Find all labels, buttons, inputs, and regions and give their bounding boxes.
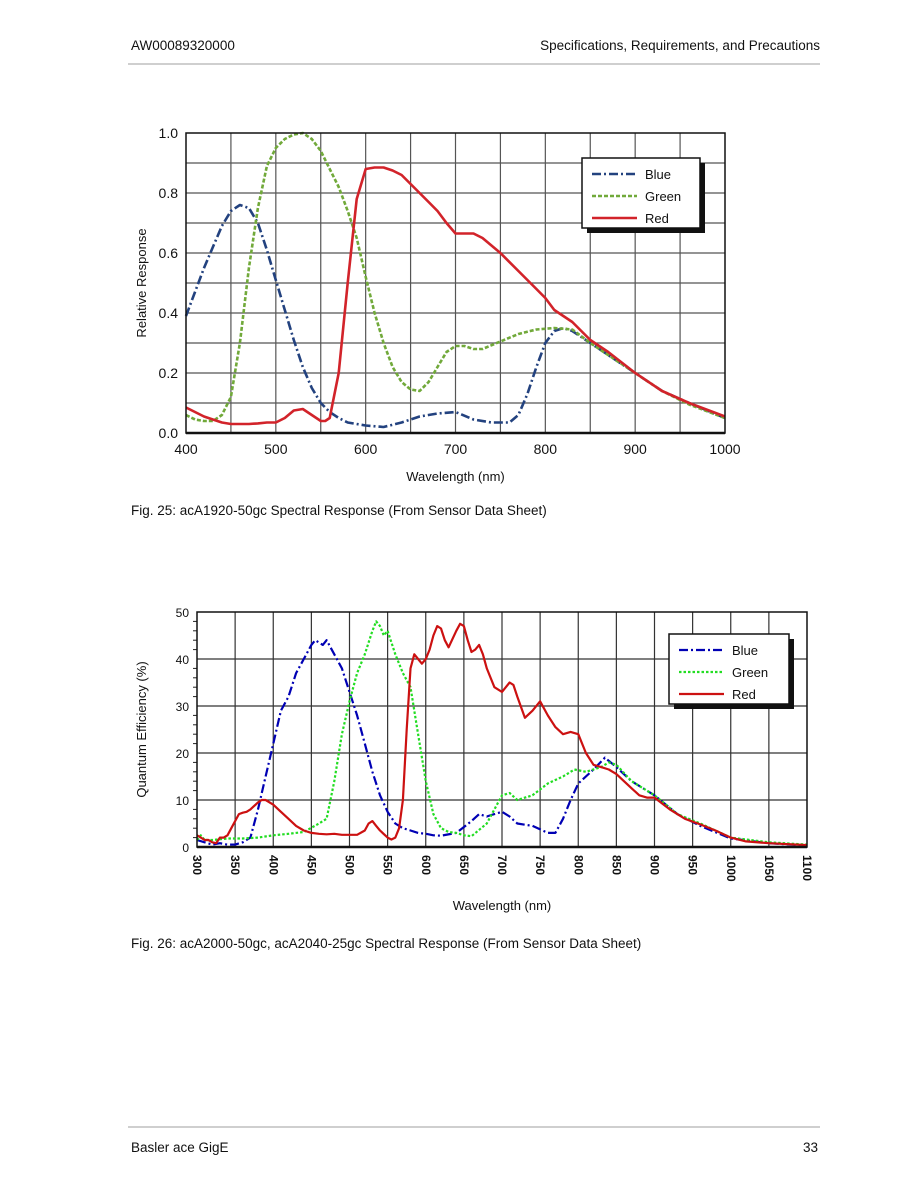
x-tick-label: 1050 bbox=[762, 855, 776, 882]
header-divider bbox=[128, 63, 820, 65]
x-tick-label: 1100 bbox=[800, 855, 814, 881]
series-line-green bbox=[185, 131, 726, 423]
y-tick-label: 1.0 bbox=[159, 125, 179, 141]
x-axis-title: Wavelength (nm) bbox=[453, 898, 552, 913]
legend-label-red: Red bbox=[732, 687, 756, 702]
legend: Blue Green Red bbox=[668, 633, 794, 709]
figure-26-caption: Fig. 26: acA2000-50gc, acA2040-25gc Spec… bbox=[131, 936, 642, 951]
x-tick-label: 700 bbox=[444, 441, 468, 457]
x-tick-label: 900 bbox=[648, 855, 662, 875]
x-tick-label: 850 bbox=[609, 855, 623, 875]
y-tick-label: 10 bbox=[176, 794, 190, 808]
x-tick-label: 300 bbox=[190, 855, 204, 875]
legend-label-green: Green bbox=[645, 189, 681, 204]
legend: Blue Green Red bbox=[581, 157, 705, 233]
section-title: Specifications, Requirements, and Precau… bbox=[540, 38, 820, 53]
chart-acA1920-spectral-response: 0.0 0.2 0.4 0.6 0.8 1.0 400 500 600 700 800 900 1000… bbox=[134, 125, 741, 484]
gridlines bbox=[197, 612, 807, 847]
x-tick-label: 950 bbox=[686, 855, 700, 875]
document-id: AW00089320000 bbox=[131, 38, 235, 53]
legend-box bbox=[581, 157, 701, 229]
page-number: 33 bbox=[802, 1140, 818, 1155]
y-axis-title: Relative Response bbox=[134, 228, 149, 337]
y-axis-title: Quantum Efficiency (%) bbox=[134, 661, 149, 797]
legend-label-blue: Blue bbox=[732, 643, 758, 658]
y-tick-label: 0 bbox=[182, 841, 189, 855]
x-tick-label: 350 bbox=[228, 855, 242, 875]
x-tick-label: 600 bbox=[419, 855, 433, 875]
y-tick-label: 0.0 bbox=[159, 425, 179, 441]
figure-25-caption: Fig. 25: acA1920-50gc Spectral Response … bbox=[131, 503, 547, 518]
x-tick-label: 550 bbox=[381, 855, 395, 875]
x-tick-label: 500 bbox=[264, 441, 288, 457]
x-tick-label: 450 bbox=[304, 855, 318, 875]
series-line-red bbox=[196, 622, 808, 847]
x-tick-label: 650 bbox=[457, 855, 471, 875]
y-tick-label: 0.2 bbox=[159, 365, 179, 381]
legend-label-green: Green bbox=[732, 665, 768, 680]
x-tick-label: 600 bbox=[354, 441, 378, 457]
x-tick-label: 1000 bbox=[709, 441, 740, 457]
legend-box bbox=[668, 633, 790, 705]
y-tick-label: 0.8 bbox=[159, 185, 179, 201]
x-tick-label: 400 bbox=[266, 855, 280, 875]
x-tick-label: 750 bbox=[533, 855, 547, 875]
y-tick-label: 30 bbox=[176, 700, 190, 714]
x-tick-label: 900 bbox=[623, 441, 647, 457]
y-tick-label: 40 bbox=[176, 653, 190, 667]
y-tick-label: 0.4 bbox=[159, 305, 179, 321]
y-tick-label: 50 bbox=[176, 606, 190, 620]
x-axis-title: Wavelength (nm) bbox=[406, 469, 505, 484]
legend-label-blue: Blue bbox=[645, 167, 671, 182]
series-line-blue bbox=[196, 639, 808, 847]
footer-divider bbox=[128, 1126, 820, 1128]
x-tick-label: 1000 bbox=[724, 855, 738, 882]
chart-acA2000-acA2040-spectral-response: 0 10 20 30 40 50 300 350 400 450 500 550 600 650 700 75… bbox=[134, 606, 814, 913]
x-tick-label: 400 bbox=[174, 441, 198, 457]
series-line-red bbox=[185, 166, 726, 426]
legend-label-red: Red bbox=[645, 211, 669, 226]
x-tick-label: 500 bbox=[343, 855, 357, 875]
y-tick-label: 0.6 bbox=[159, 245, 179, 261]
x-tick-label: 700 bbox=[495, 855, 509, 875]
product-name: Basler ace GigE bbox=[131, 1140, 229, 1155]
x-tick-label: 800 bbox=[534, 441, 558, 457]
x-tick-label: 800 bbox=[571, 855, 585, 875]
y-tick-label: 20 bbox=[176, 747, 190, 761]
